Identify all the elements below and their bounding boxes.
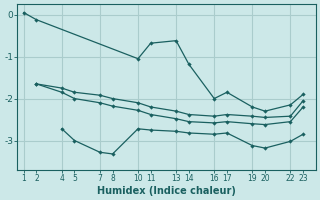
X-axis label: Humidex (Indice chaleur): Humidex (Indice chaleur) xyxy=(97,186,236,196)
